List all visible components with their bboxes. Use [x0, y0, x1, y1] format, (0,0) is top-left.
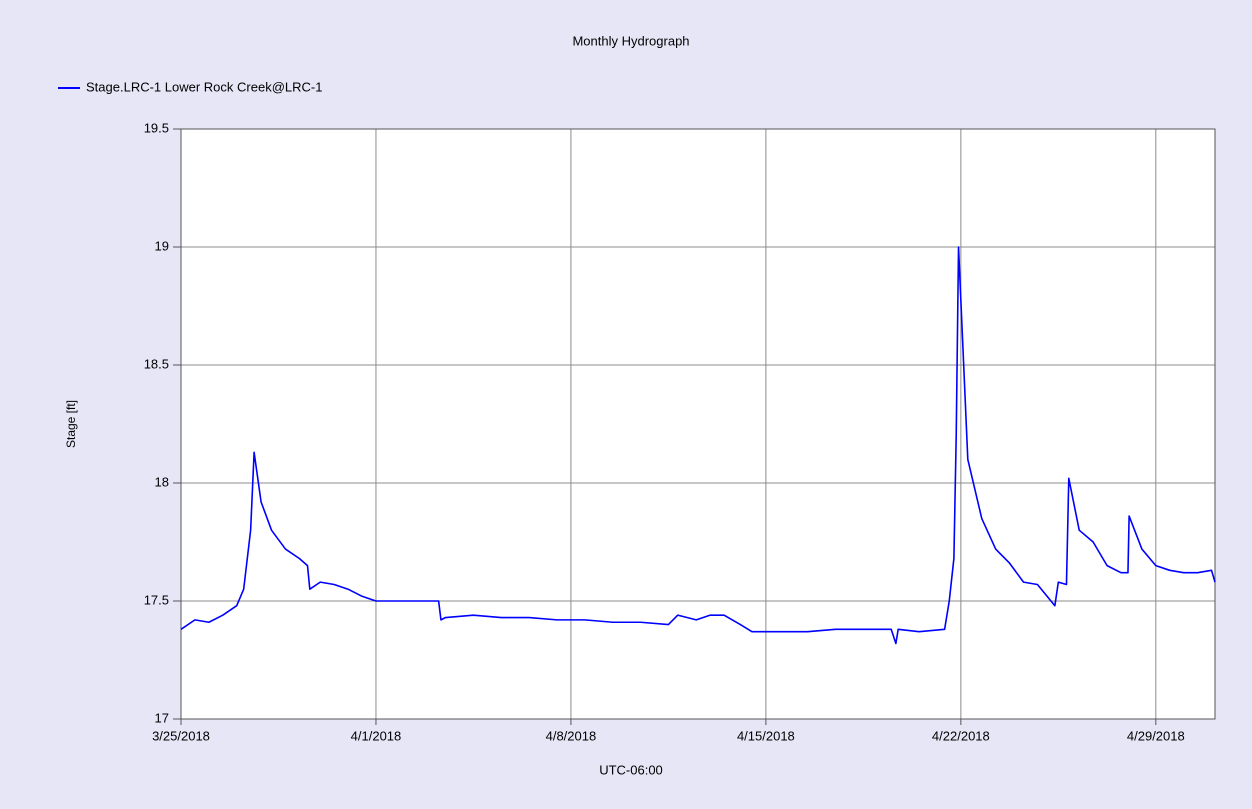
x-tick-label: 4/15/2018: [737, 728, 795, 743]
x-tick-label: 3/25/2018: [152, 728, 210, 743]
chart-title: Monthly Hydrograph: [572, 33, 689, 48]
legend-label: Stage.LRC-1 Lower Rock Creek@LRC-1: [86, 79, 322, 94]
x-tick-label: 4/8/2018: [546, 728, 597, 743]
x-axis-title: UTC-06:00: [599, 762, 663, 777]
x-tick-label: 4/1/2018: [351, 728, 402, 743]
plot-border: [180, 128, 1216, 720]
x-tick-label: 4/22/2018: [932, 728, 990, 743]
y-tick-label: 18.5: [144, 356, 169, 371]
y-axis-title: Stage [ft]: [64, 400, 78, 448]
plot-area: [181, 129, 1215, 719]
y-tick-label: 17: [155, 710, 169, 725]
data-line: [180, 246, 1216, 645]
x-tick-label: 4/29/2018: [1127, 728, 1185, 743]
y-tick-label: 19: [155, 238, 169, 253]
y-tick-label: 18: [155, 474, 169, 489]
y-tick-label: 17.5: [144, 592, 169, 607]
y-tick-label: 19.5: [144, 120, 169, 135]
